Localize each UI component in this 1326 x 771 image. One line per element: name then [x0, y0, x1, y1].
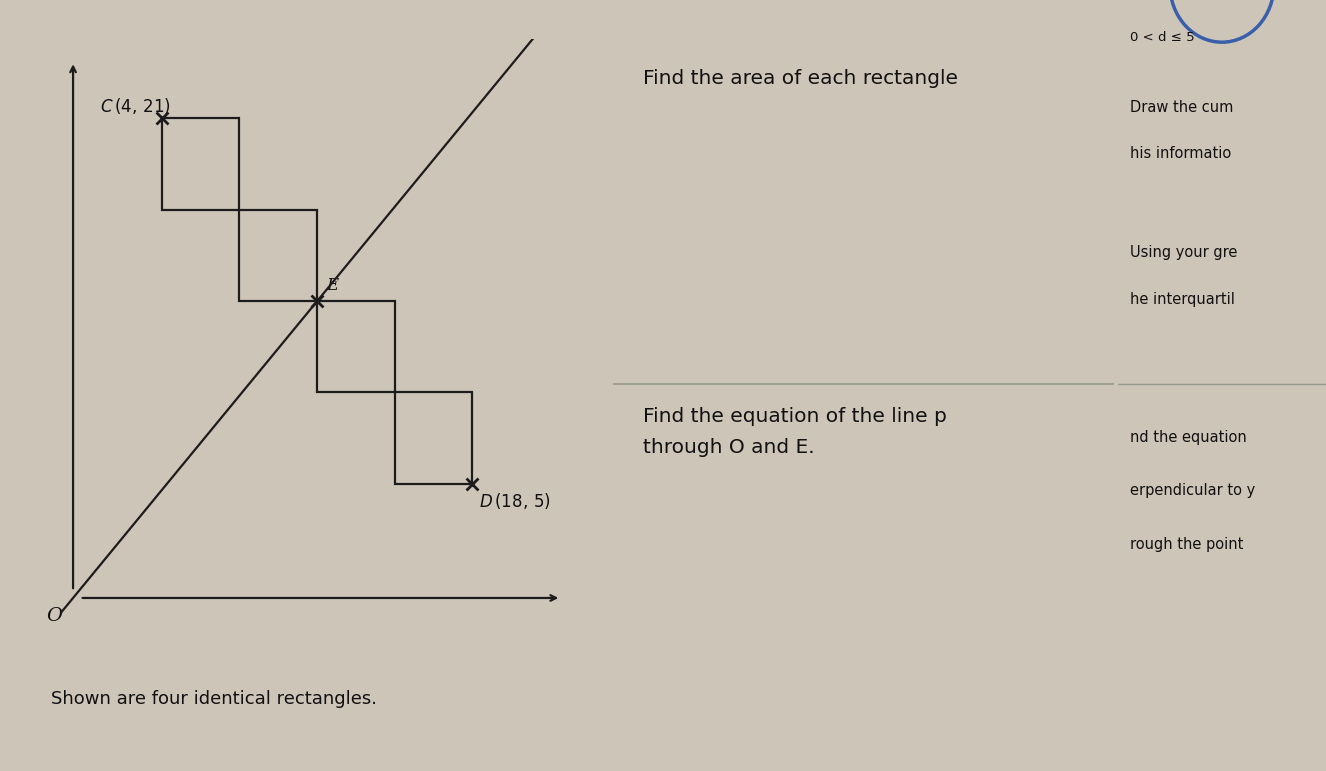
Bar [240, 210, 317, 301]
Text: nd the equation: nd the equation [1130, 429, 1246, 445]
Text: Shown are four identical rectangles.: Shown are four identical rectangles. [50, 690, 377, 709]
Text: E: E [326, 277, 338, 294]
Bar [162, 119, 240, 210]
Text: Find the area of each rectangle: Find the area of each rectangle [643, 69, 957, 88]
Text: Using your gre: Using your gre [1130, 245, 1237, 261]
Text: rough the point: rough the point [1130, 537, 1244, 552]
Text: 0 < d ≤ 5: 0 < d ≤ 5 [1130, 31, 1195, 44]
Bar [395, 392, 472, 484]
Text: Draw the cum: Draw the cum [1130, 99, 1233, 115]
Text: $C\,(4,\,21)$: $C\,(4,\,21)$ [99, 96, 171, 116]
Bar [317, 301, 395, 392]
Text: he interquartil: he interquartil [1130, 291, 1236, 307]
Text: his informatio: his informatio [1130, 146, 1232, 161]
Text: $D\,(18,\,5)$: $D\,(18,\,5)$ [479, 490, 552, 510]
Text: erpendicular to y: erpendicular to y [1130, 483, 1256, 498]
Text: O: O [46, 607, 62, 625]
Text: Find the equation of the line p
through O and E.: Find the equation of the line p through … [643, 406, 947, 456]
